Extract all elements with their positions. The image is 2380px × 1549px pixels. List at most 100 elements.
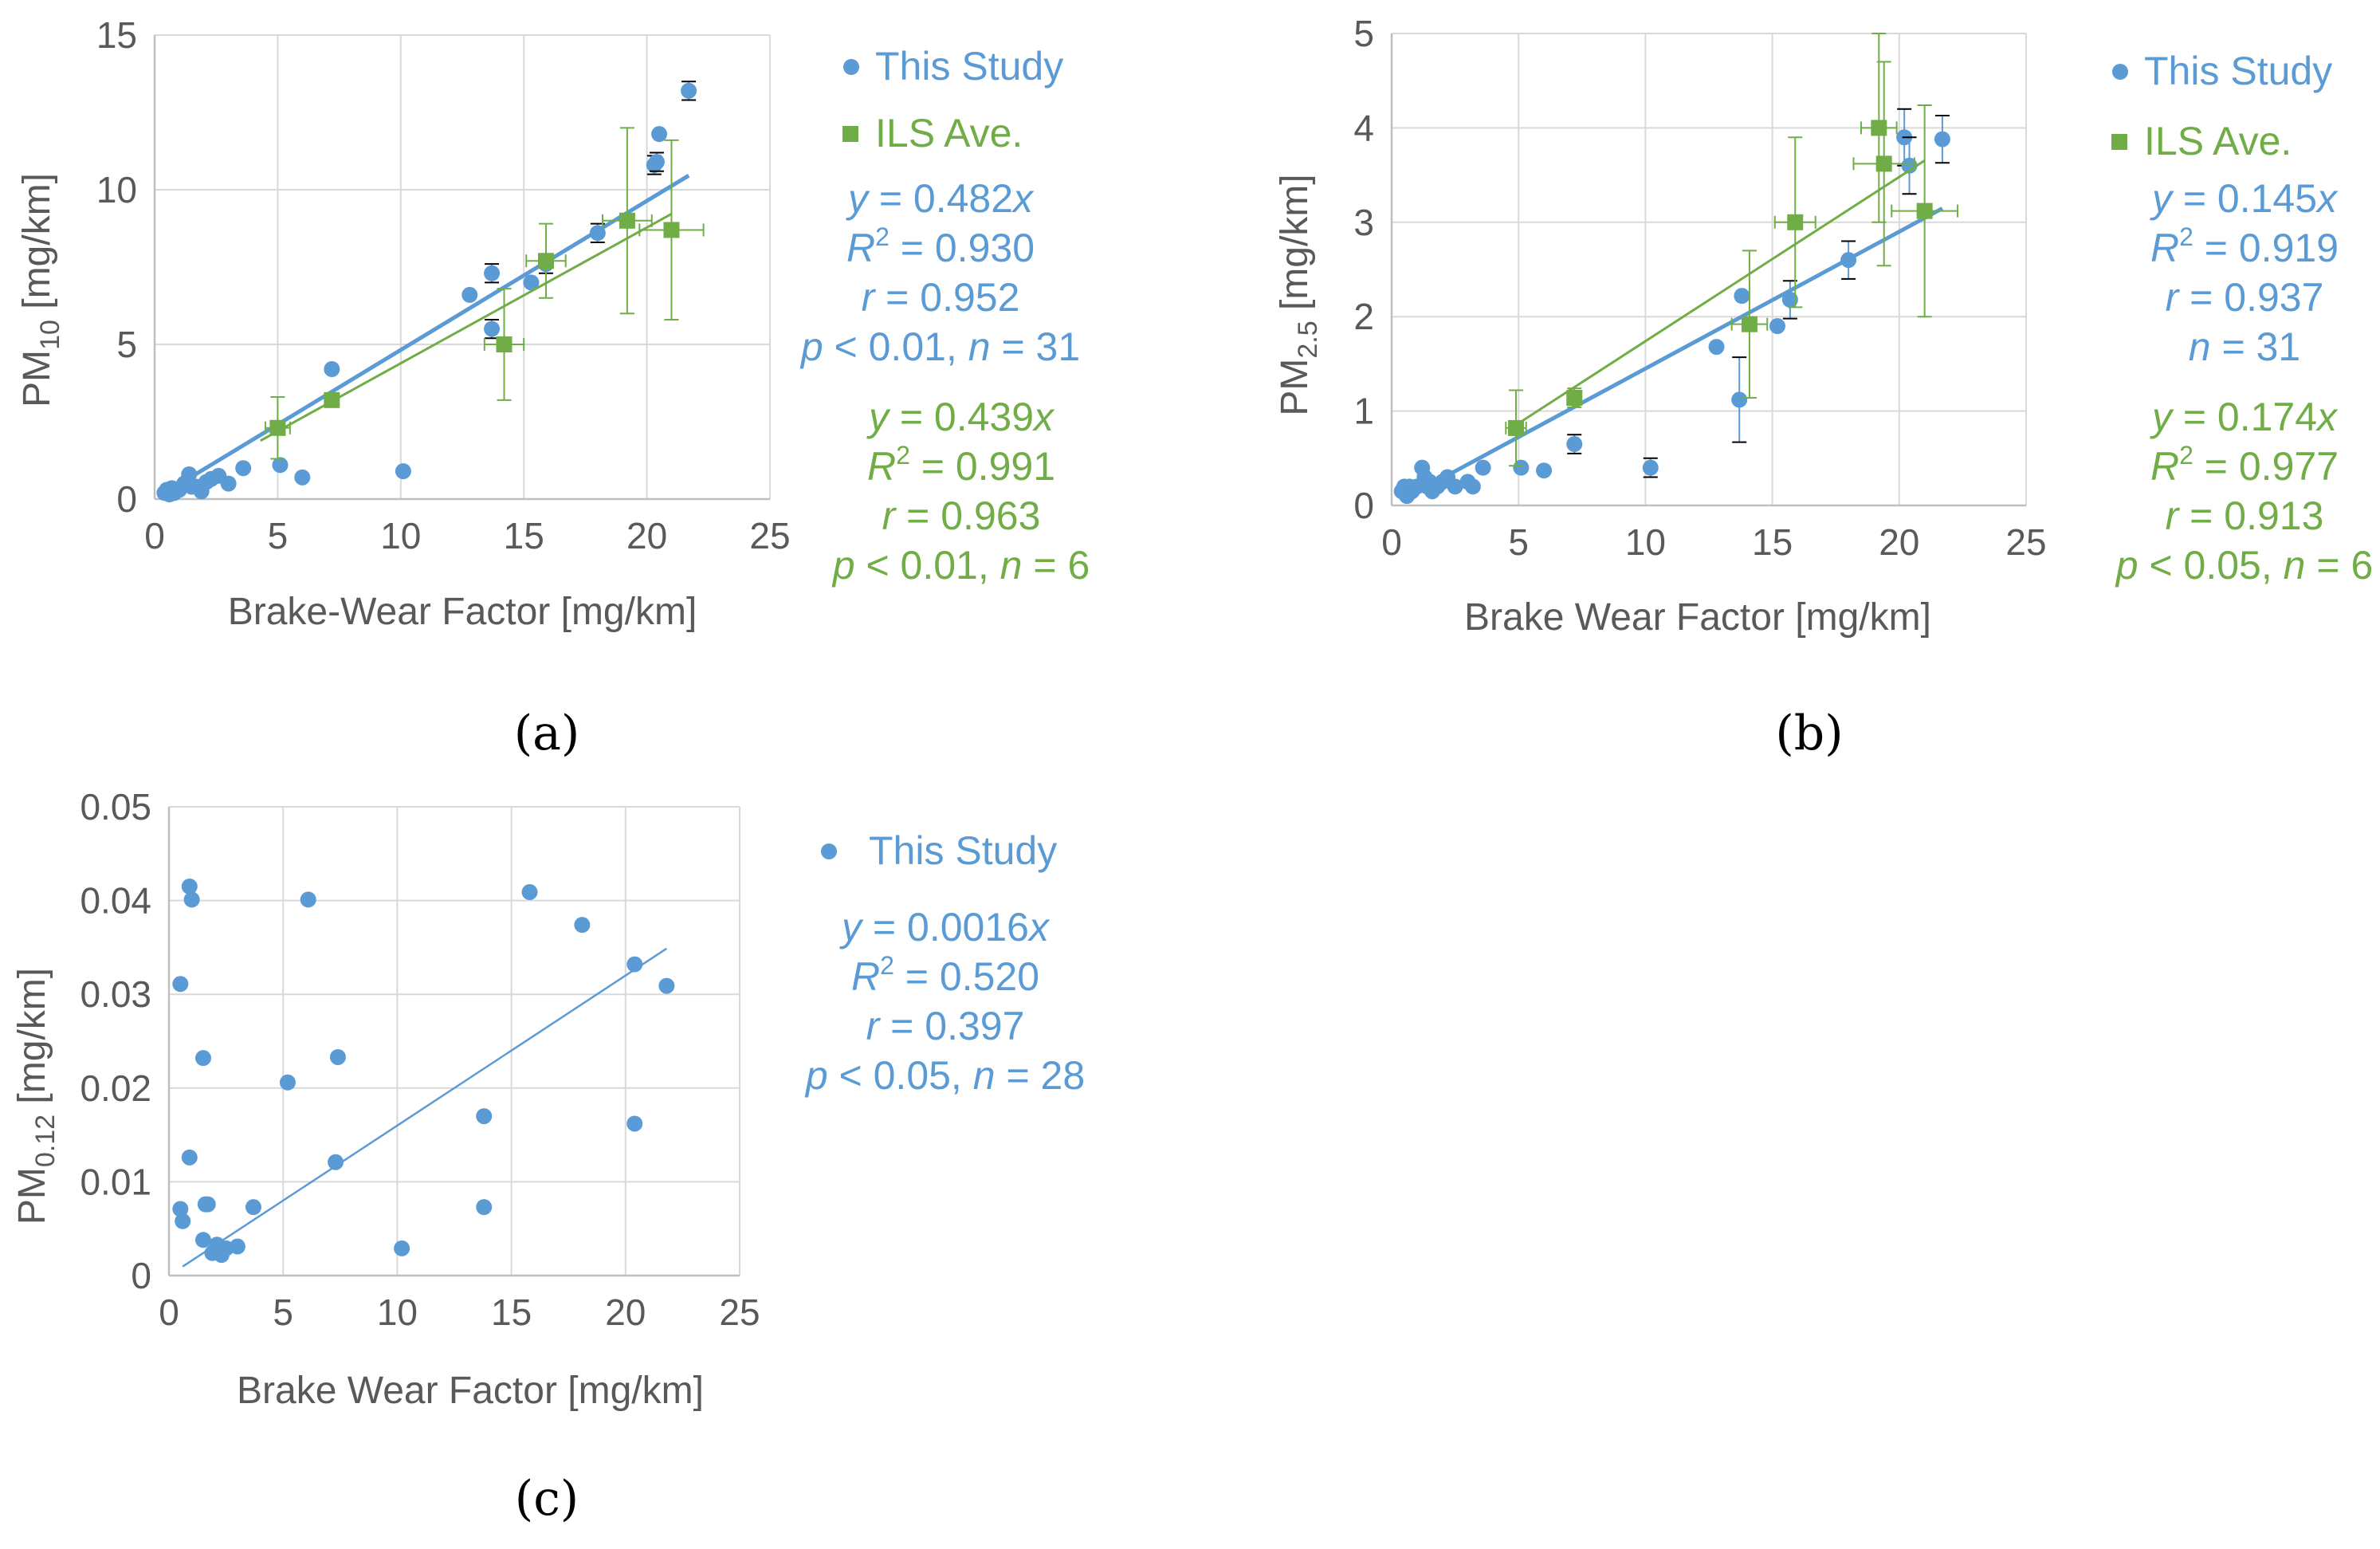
r-study-a: r = 0.952 [862, 275, 1020, 320]
data-point-study-c-14 [181, 1149, 198, 1166]
data-point-ils-b-5 [1875, 155, 1892, 172]
r-ils-b: r = 0.913 [2166, 493, 2324, 538]
legend-b: This Study ILS Ave. [2111, 49, 2332, 163]
data-point-study-c-0 [172, 976, 189, 993]
r-squared-study-c: R2 = 0.520 [851, 951, 1039, 999]
data-point-ils-a-4 [619, 212, 635, 229]
data-point-ils-b-1 [1566, 390, 1583, 407]
data-point-study-a-18 [324, 361, 340, 378]
stats-study-c: y = 0.0016x R2 = 0.520 r = 0.397 p < 0.0… [804, 905, 1085, 1098]
x-tick-label-b-3: 15 [1752, 521, 1793, 563]
r-study-c: r = 0.397 [866, 1004, 1025, 1048]
y-axis-label-b: PM2.5 [mg/km] [1274, 174, 1323, 415]
data-point-study-c-5 [194, 1050, 211, 1067]
y-tick-label-c-2: 0.02 [80, 1067, 151, 1109]
x-tick-label-b-4: 20 [1879, 521, 1919, 563]
y-tick-label-a-3: 15 [96, 14, 137, 56]
trendline-ils-b [1515, 159, 1926, 427]
data-point-study-a-28 [651, 126, 668, 143]
x-tick-label-a-0: 0 [144, 515, 165, 556]
data-point-study-c-1 [172, 1201, 189, 1217]
panel-label-c: (c) [515, 1471, 579, 1527]
data-point-study-b-18 [1513, 459, 1530, 476]
y-tick-label-c-5: 0.05 [80, 786, 151, 828]
x-tick-label-a-3: 15 [504, 515, 544, 556]
y-tick-label-c-3: 0.03 [80, 973, 151, 1015]
data-point-study-c-25 [626, 1115, 643, 1132]
panel-b: 0 5 10 15 20 25 0 1 2 3 4 5 Brake Wear Factor [mg/k… [1274, 13, 2373, 761]
legend-label-ils-a: ILS Ave. [875, 111, 1023, 155]
x-tick-label-c-4: 20 [605, 1291, 646, 1333]
y-tick-label-b-2: 2 [1353, 296, 1374, 337]
data-point-ils-a-5 [663, 222, 680, 238]
y-tick-label-a-0: 0 [116, 478, 137, 520]
stats-study-b: y = 0.145x R2 = 0.919 r = 0.937 n = 31 [2150, 176, 2339, 369]
r-squared-ils-a: R2 = 0.991 [867, 441, 1055, 489]
panel-label-a: (a) [514, 706, 580, 761]
data-point-study-a-21 [484, 265, 501, 281]
x-tick-label-b-0: 0 [1381, 521, 1402, 563]
data-point-study-a-20 [461, 286, 478, 303]
x-tick-label-c-2: 10 [377, 1291, 418, 1333]
data-point-study-c-23 [574, 917, 591, 934]
data-point-study-a-25 [589, 225, 606, 242]
equation-study-a: y = 0.482x [846, 176, 1035, 221]
data-point-ils-b-2 [1741, 316, 1758, 332]
trendline-study-c [182, 947, 668, 1268]
data-point-study-c-24 [626, 956, 643, 973]
data-point-study-c-26 [658, 977, 675, 994]
legend-marker-study-b [2112, 64, 2128, 80]
y-tick-label-b-0: 0 [1353, 485, 1374, 526]
legend-label-study-c: This Study [869, 828, 1057, 873]
data-point-ils-a-0 [269, 419, 286, 436]
r-ils-a: r = 0.963 [882, 493, 1041, 538]
data-point-study-c-2 [175, 1213, 191, 1229]
data-point-study-c-21 [476, 1199, 493, 1216]
r-squared-ils-b: R2 = 0.977 [2150, 441, 2339, 489]
y-tick-label-a-1: 5 [116, 324, 137, 365]
x-tick-label-c-1: 5 [273, 1291, 293, 1333]
trendline-study-b [1421, 206, 1944, 491]
data-point-study-b-27 [1840, 252, 1857, 269]
data-point-ils-a-2 [496, 336, 513, 352]
y-axis-label-c: PM0.12 [mg/km] [11, 968, 61, 1225]
p-n-study-c: p < 0.05, n = 28 [804, 1053, 1085, 1098]
equation-study-c: y = 0.0016x [839, 905, 1051, 949]
x-tick-label-b-1: 5 [1508, 521, 1529, 563]
panel-a: 0 5 10 15 20 25 0 5 10 15 Brake-Wear Factor [mg/k… [16, 14, 1090, 761]
x-tick-label-a-1: 5 [268, 515, 289, 556]
data-point-study-b-25 [1769, 318, 1785, 335]
x-tick-label-c-5: 25 [719, 1291, 760, 1333]
data-point-ils-b-4 [1871, 120, 1887, 136]
y-tick-label-b-1: 1 [1353, 391, 1374, 432]
y-axis-label-a: PM10 [mg/km] [16, 173, 65, 407]
legend-label-study-a: This Study [875, 44, 1063, 88]
data-point-ils-b-0 [1508, 419, 1525, 436]
x-axis-label-a: Brake-Wear Factor [mg/km] [228, 591, 697, 633]
data-point-study-a-7 [181, 466, 198, 482]
data-point-ils-a-1 [324, 391, 340, 408]
x-tick-label-b-5: 25 [2005, 521, 2046, 563]
x-tick-label-b-2: 10 [1625, 521, 1666, 563]
data-point-ils-a-3 [537, 253, 554, 269]
y-tick-label-b-3: 3 [1353, 202, 1374, 243]
x-tick-label-a-2: 10 [380, 515, 421, 556]
data-point-study-a-19 [395, 463, 411, 480]
panel-label-b: (b) [1775, 706, 1843, 761]
data-point-study-a-22 [484, 320, 501, 337]
p-n-ils-a: p < 0.01, n = 6 [831, 543, 1090, 588]
legend-marker-ils-b [2111, 134, 2127, 150]
y-tick-label-b-5: 5 [1353, 13, 1374, 54]
data-point-study-b-16 [1464, 478, 1481, 495]
data-point-study-c-15 [279, 1074, 296, 1091]
data-point-study-b-30 [1934, 131, 1950, 147]
panel-c: 0 5 10 15 20 25 0 0.01 0.02 0.03 0.04 0.05 Brake We… [11, 786, 1085, 1527]
equation-study-b: y = 0.145x [2150, 176, 2339, 221]
x-tick-label-c-3: 15 [491, 1291, 532, 1333]
data-point-study-c-17 [329, 1048, 346, 1065]
stats-ils-a: y = 0.439x R2 = 0.991 r = 0.963 p < 0.01… [831, 395, 1090, 588]
series-ils-a [260, 127, 705, 460]
x-tick-label-c-0: 0 [159, 1291, 179, 1333]
legend-label-study-b: This Study [2144, 49, 2332, 93]
